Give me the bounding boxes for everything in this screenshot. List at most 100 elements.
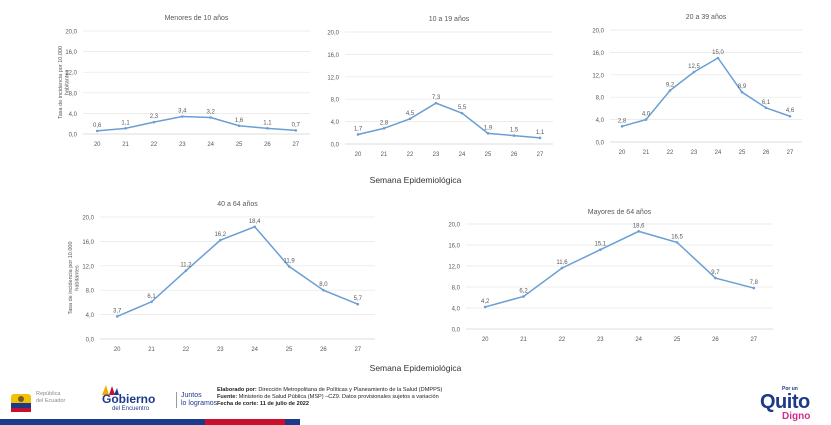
data-point [124,127,127,130]
data-point [644,118,648,121]
x-tick-label: 25 [485,152,492,158]
series-line [116,225,359,318]
data-label: 9,2 [666,82,675,88]
x-tick-label: 26 [712,337,719,343]
data-label: 18,6 [633,223,645,229]
x-tick-label: 22 [183,347,190,353]
x-tick-label: 26 [264,142,271,148]
x-axis-section-label-bottom: Semana Epidemiológica [369,363,462,373]
data-label: 6,1 [147,294,156,300]
gobierno-logo: Gobierno del Encuentro [92,383,207,415]
data-point [620,125,624,128]
data-label: 1,1 [121,120,130,126]
data-point [184,269,188,272]
republica-text: República del Ecuador [36,391,66,404]
x-tick-label: 20 [94,142,101,148]
y-tick-label: 8,0 [86,289,95,295]
x-tick-label: 25 [236,142,243,148]
y-tick-label: 16,0 [327,53,339,59]
x-tick-label: 22 [407,152,414,158]
y-tick-label: 12,0 [82,264,94,270]
data-label: 1,9 [484,125,493,131]
y-tick-label: 4,0 [452,307,461,313]
x-tick-label: 26 [763,150,770,156]
data-label: 15,1 [594,242,606,248]
x-tick-label: 20 [114,347,121,353]
data-label: 11,9 [283,258,295,264]
series-line [357,102,541,139]
y-tick-label: 0,0 [69,133,78,139]
footer: República del Ecuador Gobierno del Encue… [0,378,831,425]
data-point [668,89,672,92]
data-label: 16,2 [214,232,226,238]
data-point [752,286,756,290]
data-label: 2,3 [150,114,159,120]
data-point [637,230,640,233]
data-point [522,295,525,298]
data-point [115,315,119,318]
x-tick-label: 23 [597,337,604,343]
data-label: 3,4 [178,108,187,114]
data-label: 6,1 [762,100,771,106]
x-tick-label: 21 [520,337,527,343]
data-point [253,225,256,229]
y-tick-label: 16,0 [65,50,77,56]
y-axis-label: Tasa de incidencia por 10.000habitantes [58,46,71,119]
x-tick-label: 24 [635,337,642,343]
x-tick-label: 22 [559,337,566,343]
y-tick-label: 20,0 [592,29,604,35]
chart-title: Mayores de 64 años [588,209,652,216]
data-point [219,238,222,242]
data-point [764,106,768,110]
x-tick-label: 26 [511,152,518,158]
chart-title: 20 a 39 años [686,14,727,21]
x-tick-label: 21 [643,150,650,156]
data-label: 4,5 [406,111,415,117]
data-point [512,134,516,137]
chart-title: 10 a 19 años [429,16,470,23]
data-label: 11,2 [180,263,192,269]
x-tick-label: 22 [667,150,674,156]
y-tick-label: 20,0 [448,223,460,229]
x-tick-label: 24 [207,142,214,148]
y-tick-label: 20,0 [65,30,77,36]
footer-stripe-accent [205,419,285,425]
data-label: 2,8 [380,120,389,126]
data-point [287,265,291,268]
data-point [714,276,717,280]
x-tick-label: 23 [433,152,440,158]
data-label: 8,9 [738,84,747,90]
data-point [483,305,487,309]
y-tick-label: 16,0 [448,244,460,250]
data-point [356,133,360,136]
x-tick-label: 27 [750,337,757,343]
x-tick-label: 27 [292,142,299,148]
data-point [356,302,360,306]
y-tick-label: 16,0 [592,51,604,57]
data-point [237,124,241,128]
x-axis-section-label-top: Semana Epidemiológica [369,175,462,185]
data-label: 1,1 [263,120,272,126]
y-tick-label: 0,0 [452,328,461,334]
data-label: 3,2 [207,110,216,116]
quito-digno-logo: Por un Quito Digno [760,386,811,422]
data-point [150,300,153,304]
series-line [621,57,791,128]
x-tick-label: 20 [355,152,362,158]
x-tick-label: 21 [381,152,388,158]
x-tick-label: 25 [674,337,681,343]
juntos-lo-logramos: Juntos lo logramos [176,392,217,408]
data-label: 0,7 [292,122,301,128]
data-point [382,127,386,130]
data-label: 1,5 [510,128,519,134]
data-label: 11,6 [556,260,568,266]
data-point [322,288,325,292]
y-tick-label: 20,0 [327,31,339,37]
y-tick-label: 0,0 [331,143,340,149]
data-label: 5,5 [458,105,467,111]
data-label: 16,5 [671,234,683,240]
y-tick-label: 12,0 [327,75,339,81]
data-point [740,90,744,94]
y-tick-label: 0,0 [596,141,605,147]
